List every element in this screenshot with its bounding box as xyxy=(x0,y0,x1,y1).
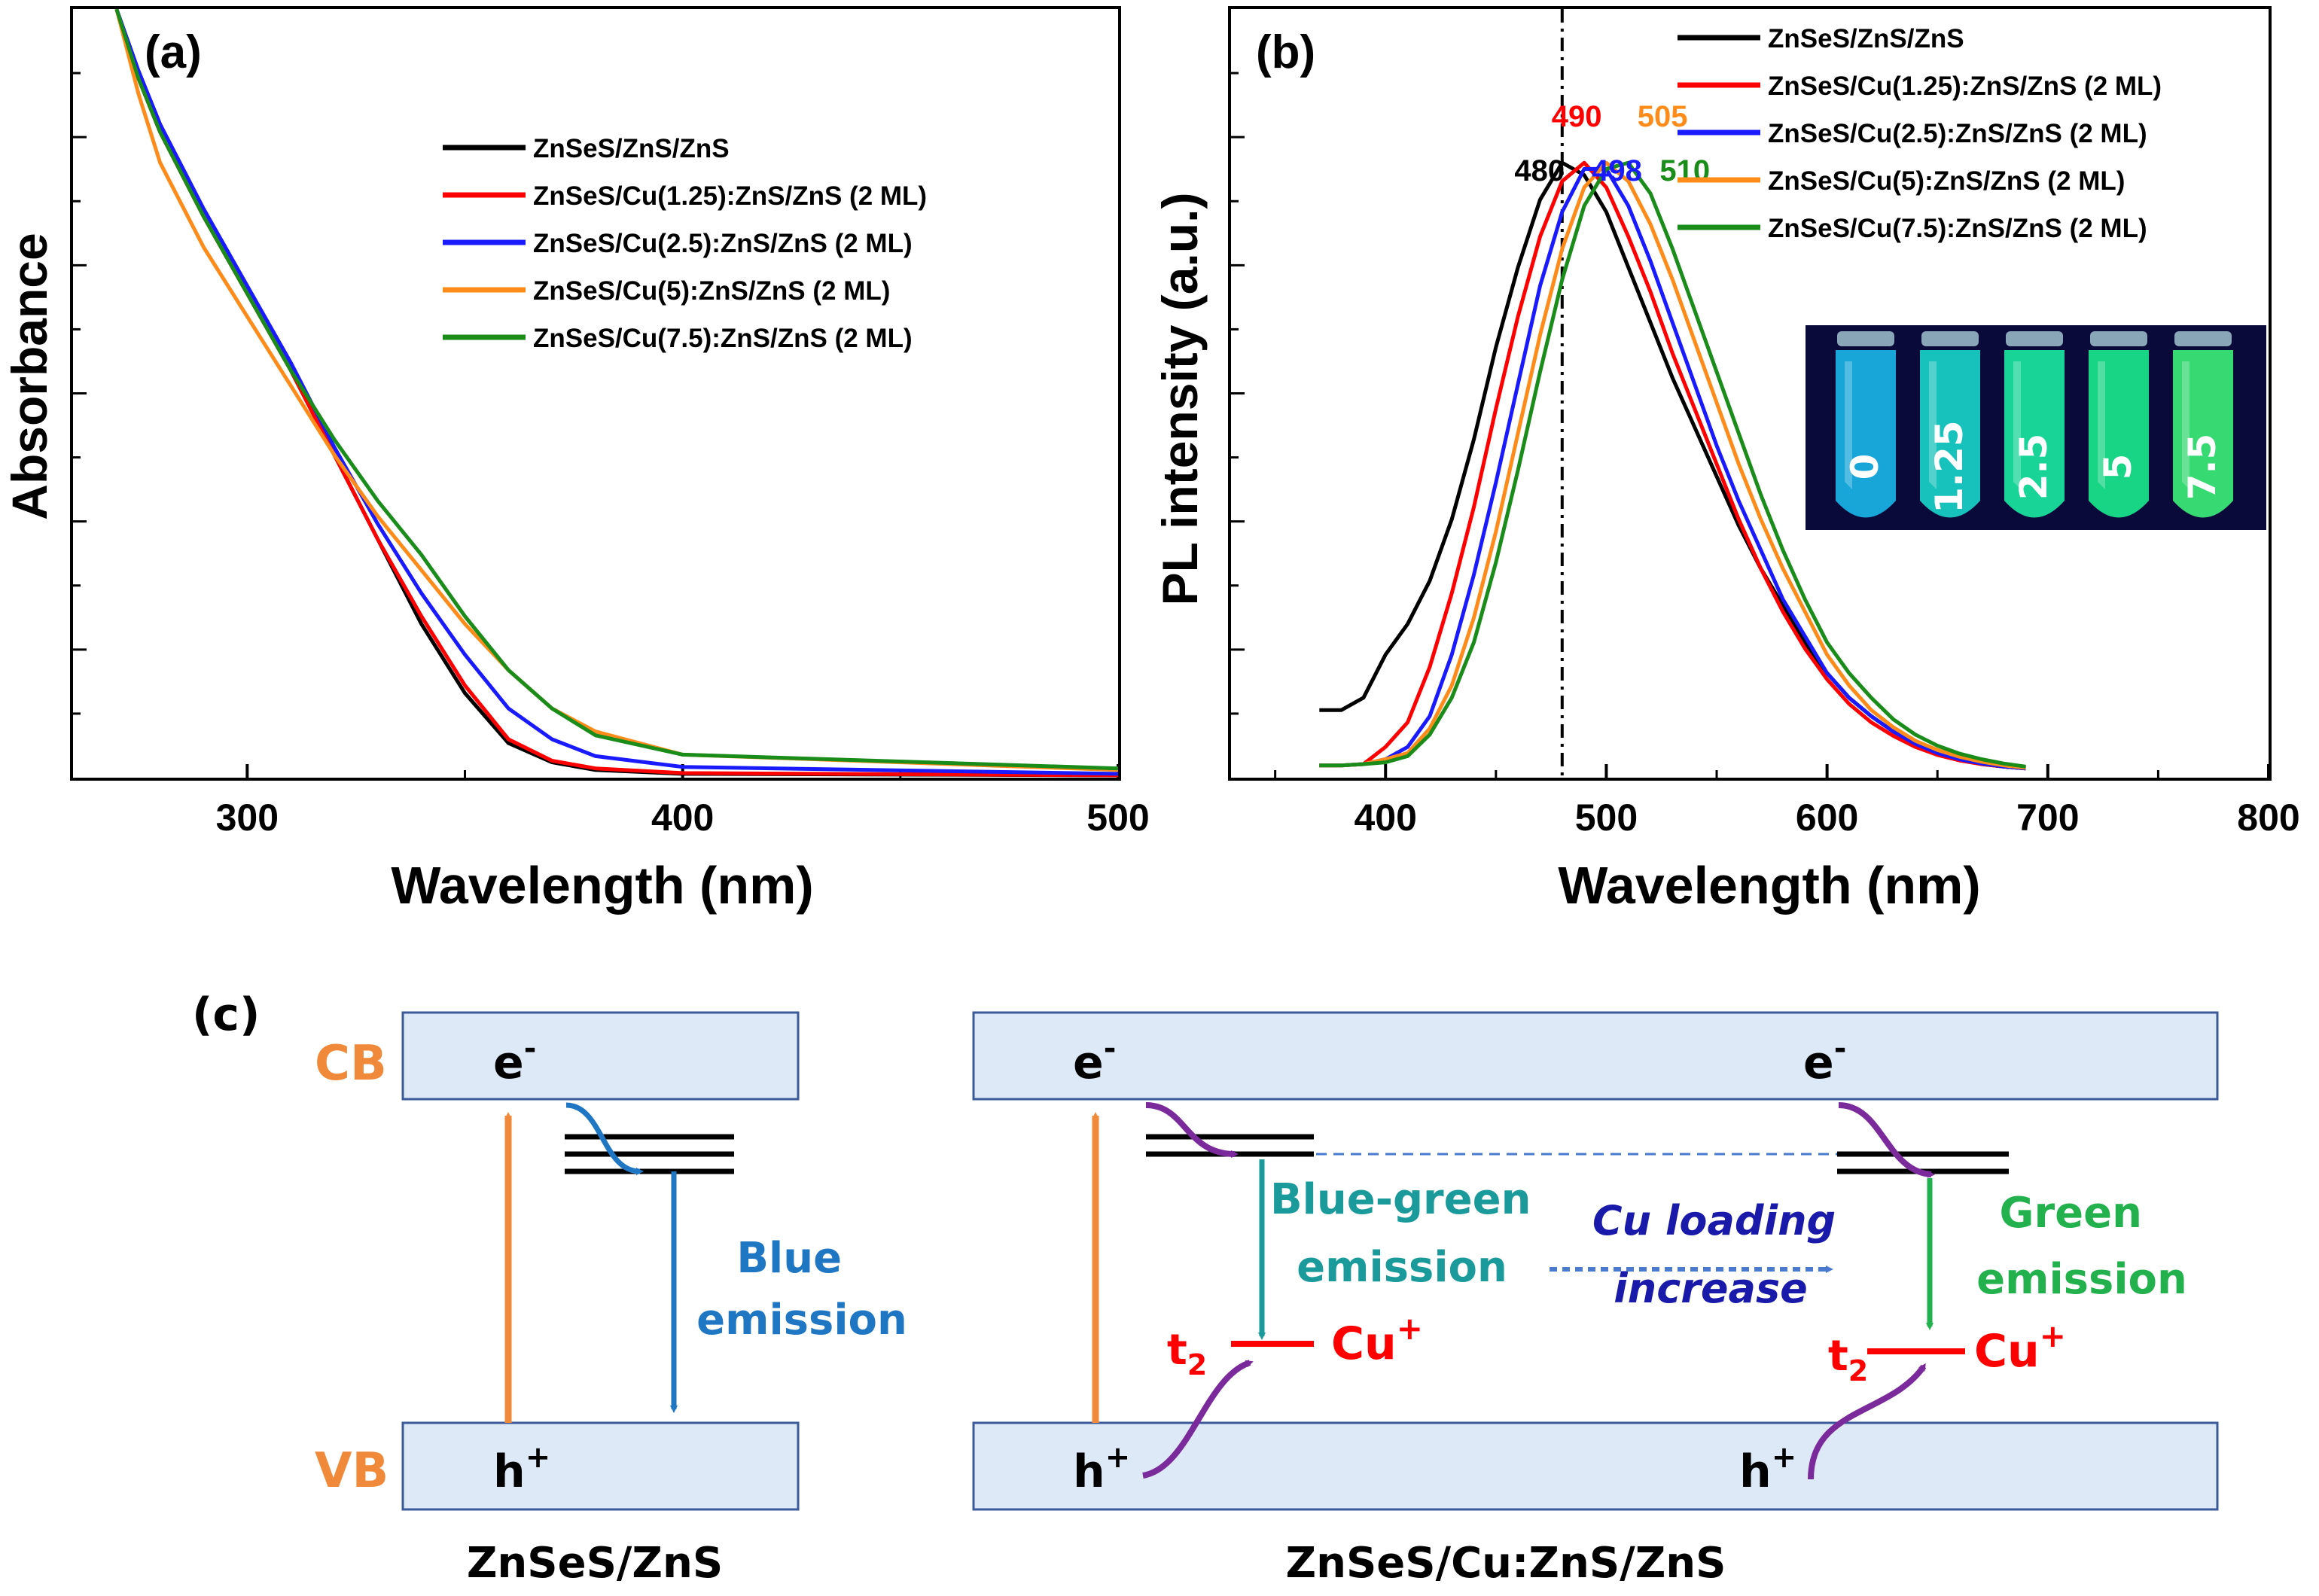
absorbance-chart: 300 400 500 (a) Wavelength (nm) Absorbance… xyxy=(2,6,1150,915)
t2-label: t2 xyxy=(1828,1332,1868,1387)
legend-label: ZnSeS/Cu(7.5):ZnS/ZnS (2 ML) xyxy=(1768,214,2147,243)
series-lines xyxy=(114,9,1118,778)
x-tick-label: 600 xyxy=(1796,796,1858,839)
legend: ZnSeS/ZnS/ZnS ZnSeS/Cu(1.25):ZnS/ZnS (2 M… xyxy=(1678,24,2162,243)
vial: 1.25 xyxy=(1920,331,1980,518)
electron-label: e- xyxy=(1073,1031,1116,1089)
series-line xyxy=(114,9,1118,778)
blue-green-emission-label: Blue-green emission xyxy=(1270,1175,1546,1292)
panel-label: (c) xyxy=(192,988,260,1041)
x-tick-label: 500 xyxy=(1575,796,1638,839)
vial: 0 xyxy=(1836,331,1896,518)
plot-frame xyxy=(70,6,1121,781)
axis-ticks: 300 400 500 xyxy=(73,72,1150,839)
series-lines xyxy=(1319,160,2026,771)
hole-label: h+ xyxy=(493,1440,550,1498)
cb-label: CB xyxy=(315,1036,387,1092)
series-line xyxy=(1319,166,2026,771)
series-line xyxy=(1319,160,2026,769)
hole-label: h+ xyxy=(1739,1440,1796,1498)
series-line xyxy=(114,9,1118,771)
series-line xyxy=(114,9,1118,772)
series-line xyxy=(114,9,1118,778)
t2-label: t2 xyxy=(1167,1326,1207,1381)
vial-label: 0 xyxy=(1843,454,1887,480)
vial: 7.5 xyxy=(2173,331,2233,518)
blue-emission-label: Blue emission xyxy=(696,1234,907,1345)
legend-label: ZnSeS/ZnS/ZnS xyxy=(1768,24,1964,53)
cu-plus-label: Cu+ xyxy=(1331,1310,1423,1370)
valence-band-right xyxy=(972,1421,2219,1511)
vial-photo-inset: 0 1.25 2.5 5 7.5 xyxy=(1806,325,2266,530)
x-tick-label: 700 xyxy=(2016,796,2079,839)
hole-trap-arrow xyxy=(1808,1363,1927,1480)
legend: ZnSeS/ZnS/ZnS ZnSeS/Cu(1.25):ZnS/ZnS (2 M… xyxy=(443,134,927,353)
series-line xyxy=(114,9,1118,776)
cu-plus-label: Cu+ xyxy=(1974,1317,2066,1378)
vials: 0 1.25 2.5 5 7.5 xyxy=(1836,331,2233,518)
peak-label: 505 xyxy=(1638,100,1688,133)
legend-label: ZnSeS/ZnS/ZnS xyxy=(533,134,730,163)
trap-levels xyxy=(565,1134,734,1174)
panel-label: (a) xyxy=(145,26,202,78)
series-line xyxy=(1319,160,2026,770)
vial-label: 1.25 xyxy=(1927,420,1971,513)
peak-label: 490 xyxy=(1552,100,1602,133)
electron-label: e- xyxy=(493,1031,536,1089)
x-tick-label: 800 xyxy=(2237,796,2299,839)
vial: 5 xyxy=(2089,331,2149,518)
valence-band-left xyxy=(401,1421,800,1511)
y-axis-label: Absorbance xyxy=(2,233,57,519)
x-tick-label: 300 xyxy=(216,796,279,839)
relaxation-arrow xyxy=(565,1102,644,1175)
series-line xyxy=(1319,160,2026,771)
left-caption: ZnSeS/ZnS xyxy=(467,1539,723,1588)
legend-label: ZnSeS/Cu(5):ZnS/ZnS (2 ML) xyxy=(533,276,890,306)
y-axis-label: PL intensity (a.u.) xyxy=(1152,193,1208,606)
legend-label: ZnSeS/Cu(7.5):ZnS/ZnS (2 ML) xyxy=(533,324,913,353)
relaxation-arrow xyxy=(1145,1102,1239,1158)
legend-label: ZnSeS/Cu(5):ZnS/ZnS (2 ML) xyxy=(1768,166,2125,196)
electron-label: e- xyxy=(1803,1031,1846,1089)
x-axis-label: Wavelength (nm) xyxy=(391,856,813,915)
hole-label: h+ xyxy=(1073,1440,1130,1498)
trap-levels xyxy=(1837,1151,2009,1174)
peak-label: 480 xyxy=(1514,154,1565,187)
vial: 2.5 xyxy=(2004,331,2065,518)
conduction-band-right xyxy=(972,1011,2219,1101)
band-diagram: (c) CB VB e- h+ Blue emission ZnSeS/ZnS … xyxy=(192,988,2219,1588)
vial-label: 7.5 xyxy=(2180,434,2224,501)
green-emission-label: Green emission xyxy=(1976,1189,2187,1304)
x-tick-label: 500 xyxy=(1086,796,1149,839)
legend-label: ZnSeS/Cu(1.25):ZnS/ZnS (2 ML) xyxy=(533,181,927,211)
relaxation-arrow xyxy=(1838,1102,1935,1178)
axis-ticks: 400 500 600 700 800 xyxy=(1231,72,2300,839)
x-tick-label: 400 xyxy=(1355,796,1417,839)
vial-label: 5 xyxy=(2096,454,2140,480)
peak-label: 498 xyxy=(1592,154,1642,187)
x-tick-label: 400 xyxy=(651,796,714,839)
legend-label: ZnSeS/Cu(1.25):ZnS/ZnS (2 ML) xyxy=(1768,72,2162,101)
right-caption: ZnSeS/Cu:ZnS/ZnS xyxy=(1286,1539,1726,1588)
legend-label: ZnSeS/Cu(2.5):ZnS/ZnS (2 ML) xyxy=(533,229,913,258)
legend-label: ZnSeS/Cu(2.5):ZnS/ZnS (2 ML) xyxy=(1768,119,2147,148)
plot-frame xyxy=(1228,6,2272,781)
hole-trap-arrow xyxy=(1142,1360,1254,1479)
cu-loading-label: Cu loading increase xyxy=(1592,1197,1850,1312)
vb-label: VB xyxy=(315,1443,389,1499)
vial-label: 2.5 xyxy=(2012,434,2055,501)
conduction-band-left xyxy=(401,1011,800,1101)
panel-label: (b) xyxy=(1256,26,1315,78)
x-axis-label: Wavelength (nm) xyxy=(1558,856,1980,915)
